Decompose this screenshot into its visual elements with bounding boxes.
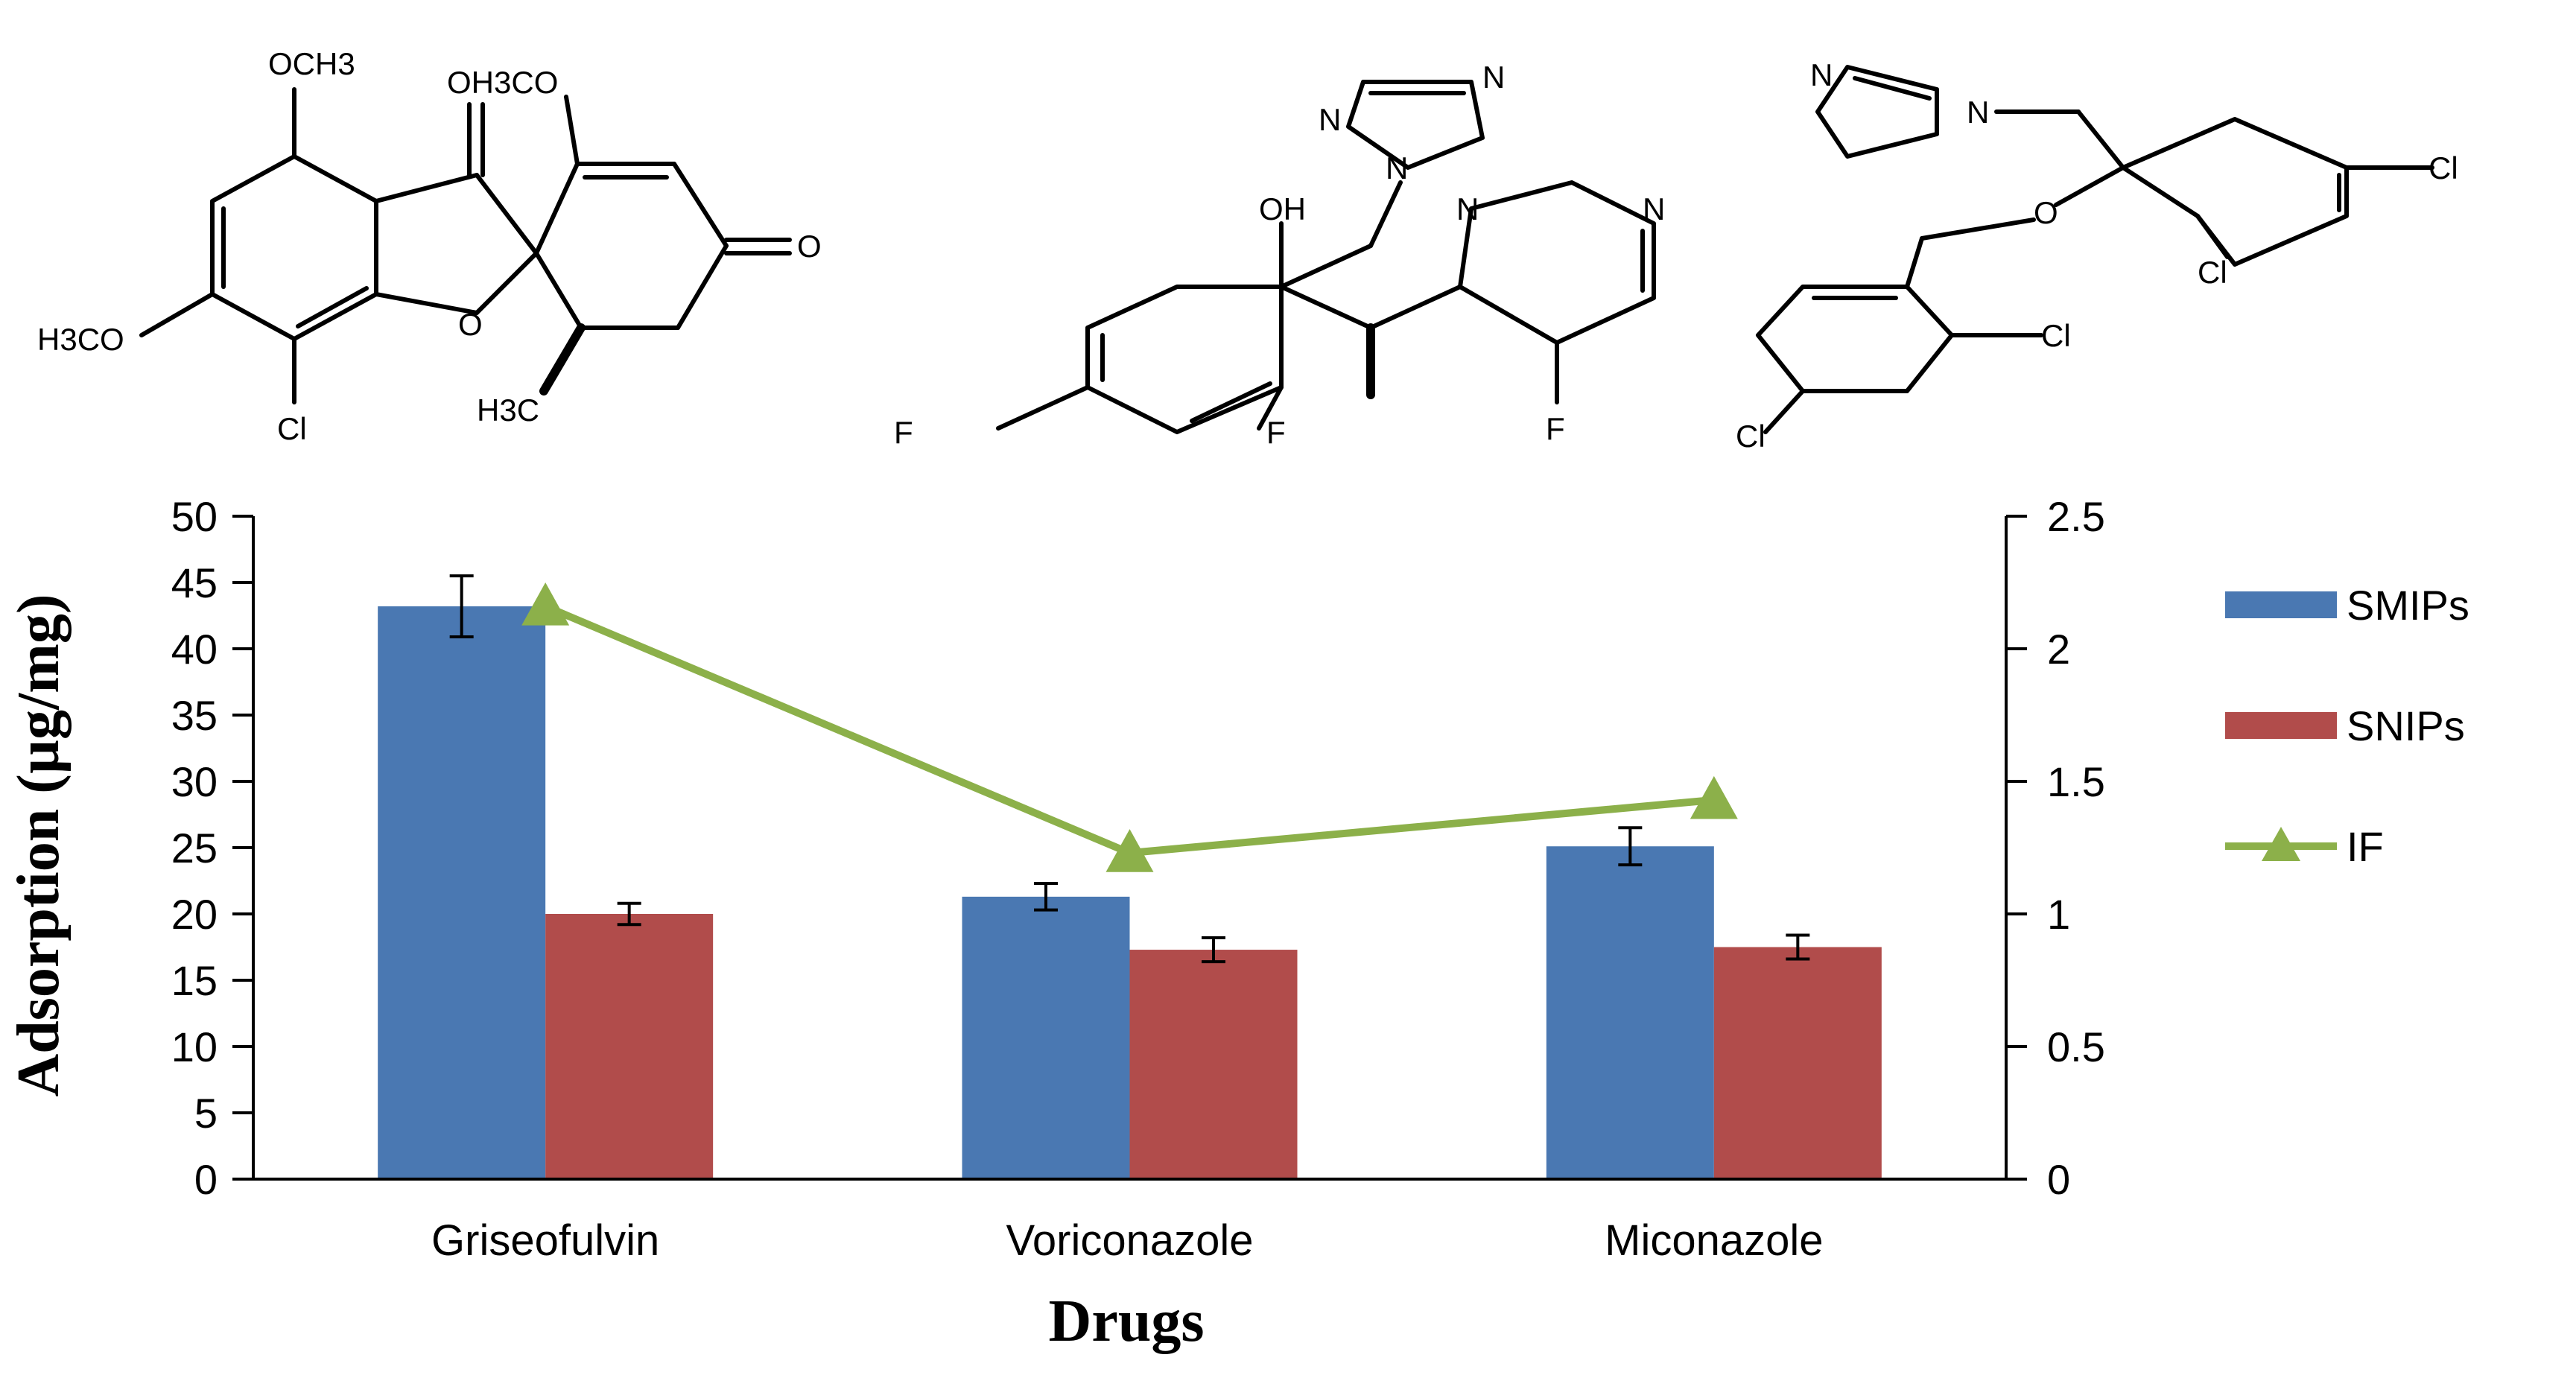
- y-tick-label: 35: [171, 692, 218, 739]
- y2-tick-label: 2.5: [2047, 493, 2105, 540]
- bar-smips: [962, 896, 1130, 1179]
- atom-label: F: [894, 415, 913, 450]
- if-point-marker: [1105, 829, 1154, 872]
- y2-tick-label: 1: [2047, 891, 2070, 938]
- atom-label: Cl: [1736, 419, 1766, 454]
- y2-tick-label: 2: [2047, 626, 2070, 673]
- y2-tick-label: 0: [2047, 1156, 2070, 1203]
- atom-label: N: [1810, 57, 1833, 92]
- atom-label: N: [1319, 102, 1341, 137]
- atom-label: OCH3: [268, 46, 355, 81]
- bar-snips: [1713, 947, 1882, 1179]
- atom-label: OH: [1259, 191, 1306, 226]
- griseofulvin-structure: OCH3 OH3CO O O H3CO Cl H3C O: [37, 46, 822, 446]
- error-bars-layer: [449, 574, 1810, 964]
- if-series-line: [544, 603, 1715, 857]
- atom-label: H3C: [477, 393, 539, 428]
- legend-swatch-snips: [2225, 712, 2337, 739]
- y-tick-label: 50: [171, 493, 218, 540]
- atom-label: Cl: [2429, 150, 2458, 185]
- voriconazole-structure: N N N OH N N F F F: [894, 60, 1665, 450]
- atom-label: Cl: [2198, 255, 2227, 290]
- plot-area: 0 5 10 15 20 25 30 35 40 45 50 0 0.5 1 1.5 2 2.5 Griseofu…: [171, 493, 2105, 1265]
- y-tick-label: 30: [171, 758, 218, 805]
- x-category-label: Voriconazole: [1006, 1216, 1253, 1265]
- atom-label: Cl: [2041, 318, 2071, 353]
- atom-label: O: [2034, 195, 2058, 230]
- x-category-label: Miconazole: [1605, 1216, 1823, 1265]
- bars-layer: [378, 606, 1882, 1179]
- atom-label: OH3CO: [447, 65, 558, 100]
- y-tick-label: 15: [171, 957, 218, 1004]
- atom-label: O: [458, 307, 483, 342]
- x-axis-title: Drugs: [1049, 1289, 1205, 1354]
- y2-tick-label: 0.5: [2047, 1023, 2105, 1070]
- y-tick-label: 25: [171, 825, 218, 871]
- y-tick-label: 40: [171, 626, 218, 673]
- legend: SMIPs SNIPs IF: [2225, 582, 2469, 870]
- if-line-layer: [521, 582, 1738, 872]
- axes-layer: 0 5 10 15 20 25 30 35 40 45 50 0 0.5 1 1.5 2 2.5 Griseofu…: [171, 493, 2105, 1265]
- atom-label: N: [1967, 95, 1989, 130]
- miconazole-structure: N N O Cl Cl Cl Cl: [1736, 57, 2458, 454]
- y-tick-label: 10: [171, 1023, 218, 1070]
- y-tick-label: 0: [194, 1156, 218, 1203]
- y-tick-label: 5: [194, 1090, 218, 1137]
- atom-label: N: [1386, 150, 1408, 185]
- y2-tick-label: 1.5: [2047, 758, 2105, 805]
- bar-snips: [545, 914, 714, 1179]
- y-tick-label: 20: [171, 891, 218, 938]
- legend-label: SNIPs: [2347, 702, 2465, 749]
- x-category-label: Griseofulvin: [431, 1216, 659, 1265]
- legend-label: IF: [2347, 823, 2384, 870]
- legend-swatch-marker: [2262, 827, 2300, 861]
- legend-swatch-smips: [2225, 591, 2337, 618]
- atom-label: H3CO: [37, 322, 124, 357]
- if-point-marker: [521, 582, 570, 626]
- y-tick-label: 45: [171, 559, 218, 606]
- y-axis-title: Adsorption (µg/mg): [6, 594, 72, 1097]
- atom-label: N: [1482, 60, 1505, 95]
- legend-label: SMIPs: [2347, 582, 2469, 629]
- bar-snips: [1129, 950, 1298, 1179]
- atom-label: N: [1456, 191, 1479, 226]
- bar-smips: [1546, 846, 1714, 1179]
- if-point-marker: [1690, 775, 1738, 819]
- atom-label: F: [1546, 411, 1565, 446]
- atom-label: F: [1266, 415, 1286, 450]
- atom-label: Cl: [277, 411, 307, 446]
- atom-label: O: [797, 229, 822, 264]
- bar-smips: [378, 606, 546, 1179]
- atom-label: N: [1643, 191, 1665, 226]
